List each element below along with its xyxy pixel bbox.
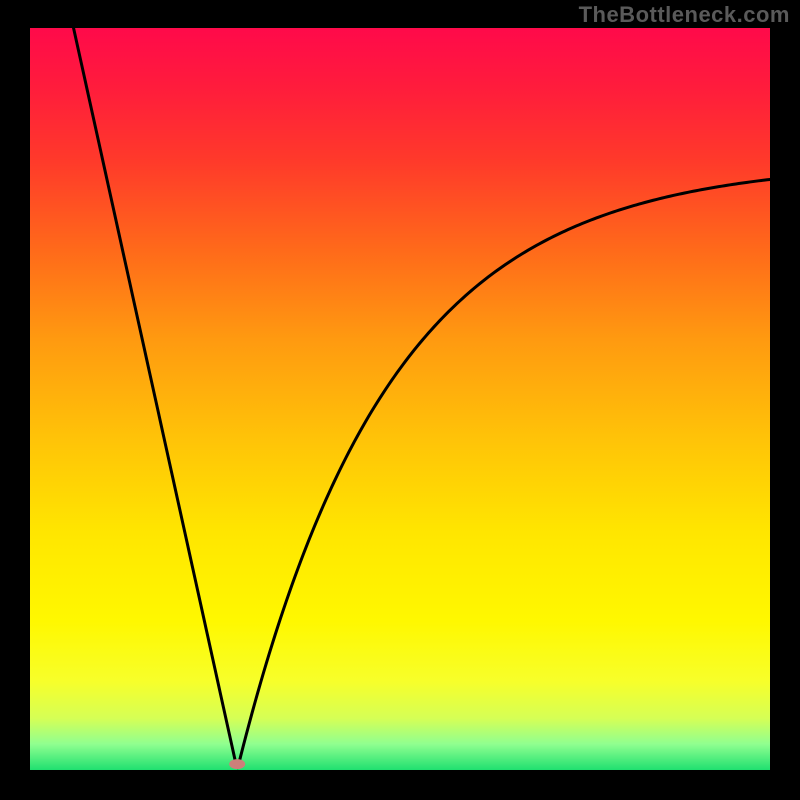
optimal-point-marker — [229, 759, 245, 769]
bottleneck-chart — [0, 0, 800, 800]
plot-area — [30, 28, 770, 770]
chart-container: TheBottleneck.com — [0, 0, 800, 800]
watermark-text: TheBottleneck.com — [579, 2, 790, 28]
